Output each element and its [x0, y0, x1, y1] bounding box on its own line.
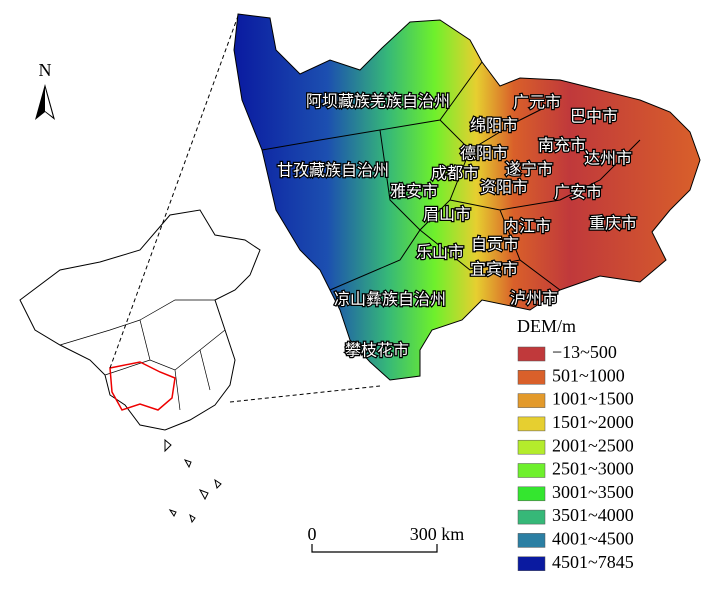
region-label: 巴中市: [570, 108, 618, 126]
north-arrow-half: [45, 88, 53, 117]
region-label: 雅安市: [390, 183, 438, 201]
scale-bar: 0 300 km: [308, 524, 465, 553]
legend-label: 2501~3000: [552, 459, 634, 479]
region-label: 达州市: [584, 150, 632, 168]
region-label: 内江市: [503, 218, 551, 236]
dem-surface: [233, 13, 701, 381]
region-label: 绵阳市: [470, 117, 518, 135]
region-label: 泸州市: [510, 290, 558, 308]
sichuan-highlight: [109, 361, 176, 411]
legend: −13~500 501~1000 1001~1500 1501~2000 2001~25…: [517, 342, 634, 572]
scale-start: 0: [308, 524, 317, 544]
north-label: N: [39, 60, 52, 80]
legend-swatch: [517, 346, 546, 362]
region-label: 凉山彝族自治州: [334, 290, 446, 309]
legend-swatch: [517, 556, 546, 571]
legend-swatch: [517, 393, 546, 408]
region-label: 德阳市: [460, 145, 508, 163]
region-label: 遂宁市: [505, 161, 553, 179]
region-label: 甘孜藏族自治州: [277, 162, 389, 180]
region-label: 自贡市: [471, 236, 519, 254]
region-label: 成都市: [431, 165, 479, 183]
region-label: 阿坝藏族羌族自治州: [306, 93, 450, 111]
legend-swatch: [517, 463, 546, 478]
region-label: 资阳市: [480, 179, 528, 197]
legend-swatch: [517, 439, 546, 455]
legend-label: −13~500: [552, 342, 617, 362]
legend-title: DEM/m: [517, 316, 576, 336]
legend-label: 1001~1500: [552, 389, 634, 409]
region-label: 重庆市: [589, 215, 637, 233]
district-borders: [261, 61, 641, 291]
legend-label: 4501~7845: [552, 552, 634, 572]
china-outline: [19, 209, 261, 431]
province-borders: [59, 299, 226, 411]
legend-label: 2001~2500: [552, 435, 634, 455]
region-label: 广安市: [554, 184, 602, 202]
legend-label: 4001~4500: [552, 529, 634, 549]
islands: [164, 438, 222, 524]
region-label: 宜宾市: [470, 261, 518, 279]
leader-line: [229, 385, 381, 403]
region-label: 广元市: [513, 94, 561, 112]
leader-line: [109, 15, 239, 369]
legend-swatch: [517, 486, 546, 502]
region-label: 南充市: [538, 137, 586, 155]
legend-swatch: [517, 416, 546, 432]
region-label: 攀枝花市: [345, 342, 409, 360]
scale-end: 300 km: [410, 524, 465, 544]
legend-label: 3001~3500: [552, 482, 634, 502]
region-label: 乐山市: [416, 244, 464, 262]
legend-label: 3501~4000: [552, 505, 634, 525]
legend-label: 1501~2000: [552, 412, 634, 432]
legend-swatch: [517, 509, 546, 525]
region-label: 眉山市: [423, 206, 471, 224]
legend-swatch: [517, 370, 546, 385]
legend-swatch: [517, 533, 546, 548]
legend-label: 501~1000: [552, 365, 625, 385]
